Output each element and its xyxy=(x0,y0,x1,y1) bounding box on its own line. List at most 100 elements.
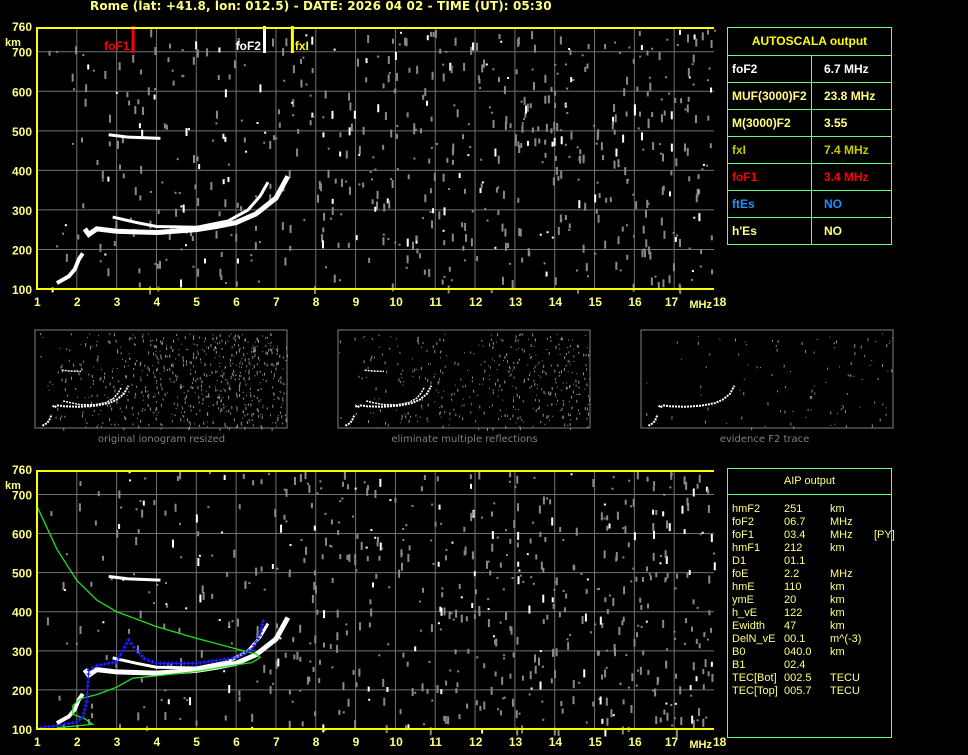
noise-pixel xyxy=(202,402,204,405)
autoscala-key: h'Es xyxy=(728,218,812,244)
noise-pixel xyxy=(790,422,792,426)
noise-pixel xyxy=(702,684,705,690)
noise-pixel xyxy=(246,353,248,355)
noise-pixel xyxy=(253,350,255,353)
noise-pixel xyxy=(257,374,259,376)
noise-pixel xyxy=(521,675,524,681)
noise-pixel xyxy=(156,380,158,383)
noise-pixel xyxy=(96,359,98,361)
noise-pixel xyxy=(612,116,615,125)
noise-pixel xyxy=(489,375,491,377)
noise-pixel xyxy=(559,339,561,341)
noise-pixel xyxy=(160,342,162,345)
noise-pixel xyxy=(516,542,519,548)
noise-pixel xyxy=(164,510,167,516)
noise-pixel xyxy=(361,377,363,380)
noise-pixel xyxy=(269,194,272,203)
aip-cell: MHz xyxy=(830,516,853,528)
noise-pixel xyxy=(99,260,102,263)
noise-pixel xyxy=(196,156,199,162)
noise-pixel xyxy=(455,688,458,694)
noise-pixel xyxy=(471,551,474,560)
noise-pixel xyxy=(486,219,489,222)
thumb-trace xyxy=(364,369,384,373)
noise-pixel xyxy=(435,389,437,391)
noise-pixel xyxy=(130,337,132,340)
noise-pixel xyxy=(548,415,550,418)
noise-pixel xyxy=(153,371,155,373)
noise-pixel xyxy=(678,283,681,292)
noise-pixel xyxy=(250,259,253,262)
noise-pixel xyxy=(598,193,601,199)
noise-pixel xyxy=(636,86,639,92)
noise-pixel xyxy=(664,577,667,583)
noise-pixel xyxy=(75,388,77,391)
noise-pixel xyxy=(567,641,570,650)
noise-pixel xyxy=(834,423,836,425)
noise-pixel xyxy=(109,418,111,422)
noise-pixel xyxy=(252,367,254,369)
noise-pixel xyxy=(284,383,286,385)
noise-pixel xyxy=(338,279,341,282)
noise-pixel xyxy=(816,339,818,341)
noise-pixel xyxy=(483,701,486,710)
noise-pixel xyxy=(85,343,87,347)
noise-pixel xyxy=(467,370,469,372)
noise-pixel xyxy=(333,274,336,283)
noise-pixel xyxy=(421,404,423,408)
noise-pixel xyxy=(131,338,133,340)
noise-pixel xyxy=(555,648,558,657)
noise-pixel xyxy=(579,393,581,396)
noise-pixel xyxy=(460,614,463,623)
noise-pixel xyxy=(489,570,492,576)
noise-pixel xyxy=(707,488,710,494)
noise-pixel xyxy=(710,39,713,48)
noise-pixel xyxy=(586,383,588,387)
noise-pixel xyxy=(129,358,131,360)
autoscala-key: MUF(3000)F2 xyxy=(728,83,812,109)
noise-pixel xyxy=(48,50,51,56)
noise-pixel xyxy=(495,187,498,193)
noise-pixel xyxy=(92,366,94,368)
noise-pixel xyxy=(321,234,324,243)
noise-pixel xyxy=(350,123,353,132)
noise-pixel xyxy=(394,497,397,503)
noise-pixel xyxy=(570,131,573,140)
noise-pixel xyxy=(239,383,241,387)
thumb-caption-evidence: evidence F2 trace xyxy=(719,434,810,445)
noise-pixel xyxy=(481,181,484,184)
noise-pixel xyxy=(497,210,500,216)
noise-pixel xyxy=(458,415,460,418)
noise-pixel xyxy=(165,258,168,261)
noise-pixel xyxy=(426,688,429,694)
noise-pixel xyxy=(215,348,217,350)
noise-pixel xyxy=(166,355,168,358)
noise-pixel xyxy=(777,390,779,393)
noise-pixel xyxy=(248,582,251,585)
noise-pixel xyxy=(521,122,524,125)
noise-pixel xyxy=(539,681,542,690)
noise-pixel xyxy=(52,383,54,385)
x-tick-label: 1 xyxy=(34,735,41,749)
noise-pixel xyxy=(324,90,327,99)
noise-pixel xyxy=(339,132,342,138)
noise-pixel xyxy=(548,419,550,421)
noise-pixel xyxy=(372,156,375,159)
noise-pixel xyxy=(710,87,713,93)
noise-pixel xyxy=(138,412,140,415)
noise-pixel xyxy=(388,200,391,209)
noise-pixel xyxy=(109,341,111,345)
noise-pixel xyxy=(153,94,156,100)
noise-pixel xyxy=(616,511,619,520)
noise-pixel xyxy=(180,384,182,388)
noise-pixel xyxy=(97,424,99,426)
noise-pixel xyxy=(445,50,448,53)
noise-pixel xyxy=(75,46,78,55)
noise-pixel xyxy=(345,180,348,183)
noise-pixel xyxy=(533,367,535,369)
aip-cell: foF2 xyxy=(732,516,755,528)
noise-pixel xyxy=(175,208,178,217)
noise-pixel xyxy=(382,678,385,687)
noise-pixel xyxy=(266,336,268,339)
noise-pixel xyxy=(541,360,543,362)
